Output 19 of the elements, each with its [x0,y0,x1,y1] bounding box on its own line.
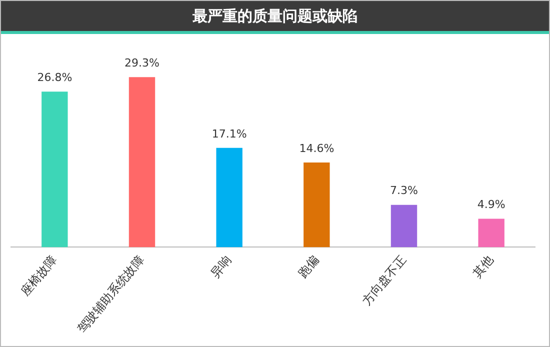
bar [478,218,504,248]
data-label: 14.6% [299,142,334,155]
x-tick-label: 驾驶辅助系统故障 [74,252,147,336]
bar [304,162,330,248]
bar [390,204,418,248]
x-tick-label: 跑偏 [295,252,322,280]
data-label: 4.9% [477,198,506,212]
bar [216,148,242,248]
chart-title: 最严重的质量问题或缺陷 [1,1,549,34]
data-label: 17.1% [212,127,247,140]
data-label: 29.3% [124,56,160,70]
x-tick-label: 方向盘不正 [360,252,409,308]
x-tick-label: 异响 [208,252,234,280]
data-label: 26.8% [37,70,72,84]
x-tick-label: 座椅故障 [18,252,60,299]
bar [42,92,68,248]
data-label: 7.3% [390,184,418,198]
x-tick-label: 其他 [470,252,496,280]
bar [128,77,156,248]
